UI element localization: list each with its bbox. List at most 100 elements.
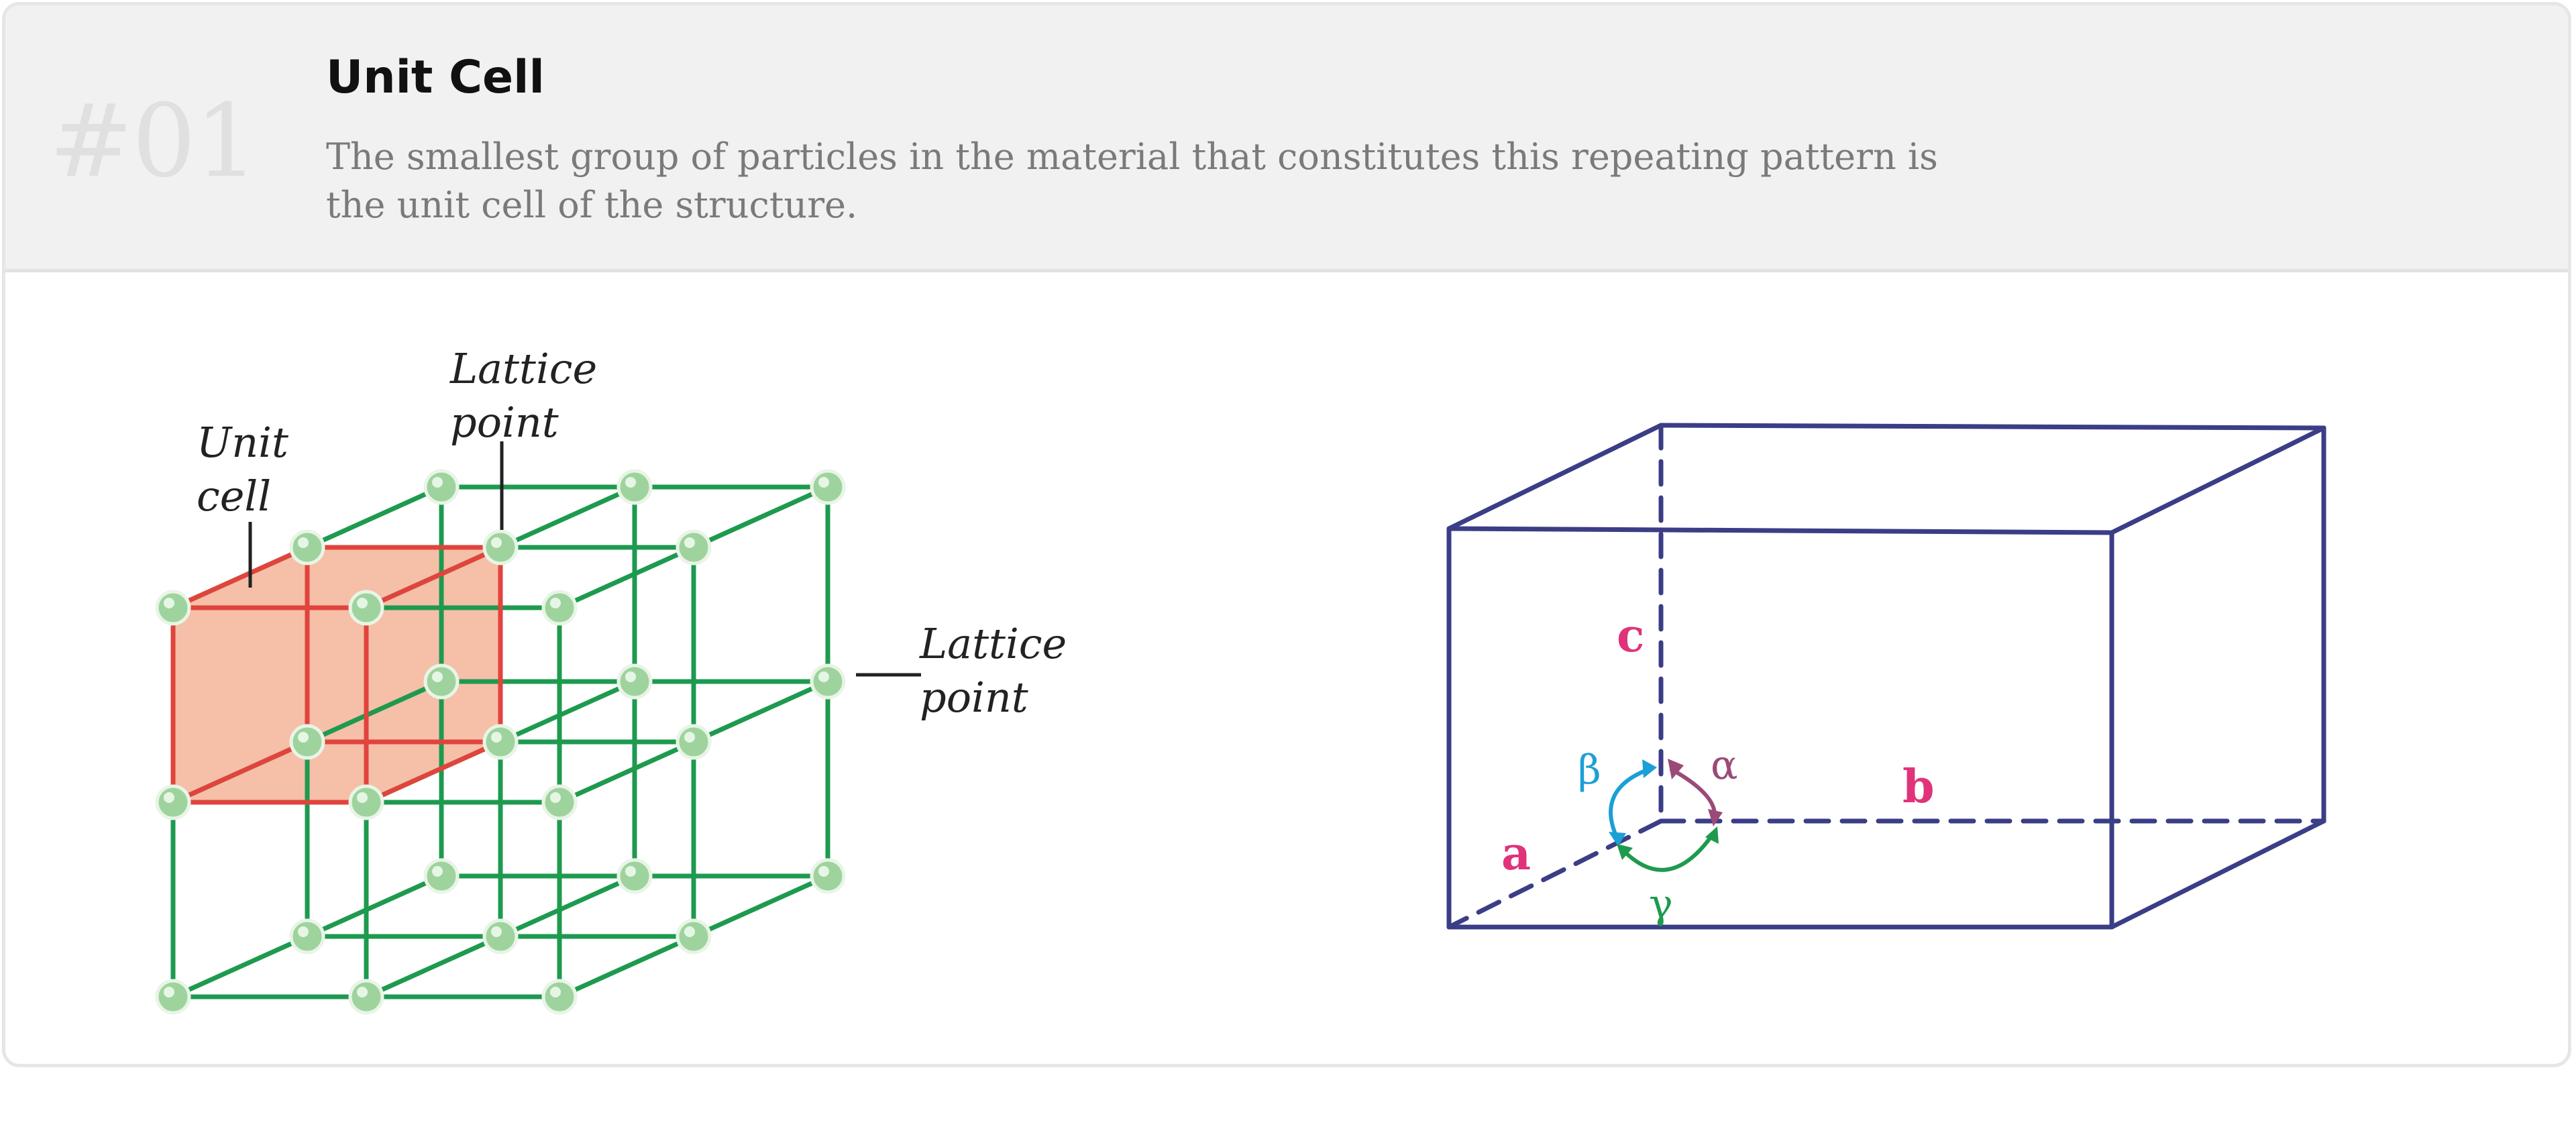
gamma-arrowhead [1705, 826, 1719, 844]
gamma-arrowhead [1617, 844, 1633, 860]
lattice-edge [306, 873, 443, 939]
lattice-point [676, 918, 712, 955]
edge-label-a: a [1501, 827, 1531, 881]
lattice-point [616, 663, 653, 700]
lattice-point [423, 858, 460, 894]
lattice-point-right-label-line2: point [920, 673, 1028, 722]
lattice-point [810, 663, 846, 700]
lattice-edge [499, 679, 636, 745]
lattice-point-highlight [550, 987, 561, 997]
edge-label-b: b [1902, 760, 1935, 814]
lattice-edge [499, 873, 636, 939]
lattice-edge [306, 679, 443, 745]
lattice-point-highlight [491, 926, 502, 937]
lattice-edge [306, 484, 443, 550]
lattice-edge [558, 545, 695, 610]
lattice-point [676, 724, 712, 760]
lattice-point [155, 979, 191, 1015]
lattice-point-highlight [684, 926, 695, 937]
lattice-edge [692, 484, 829, 550]
unit-cell-edge [365, 545, 502, 610]
lattice-point [348, 784, 384, 820]
lattice-point [616, 858, 653, 894]
lattice-point [155, 784, 191, 820]
lattice-point [810, 858, 846, 894]
unit-cell-card: #01 Unit Cell The smallest group of part… [2, 2, 2571, 1067]
unit-cell-label-line2: cell [197, 472, 271, 521]
lattice-point [289, 724, 325, 760]
box-edge [1658, 423, 2326, 431]
lattice-point-highlight [432, 671, 443, 682]
unit-cell-label-line1: Unit [197, 418, 288, 467]
box-edge [2109, 818, 2326, 930]
unit-cell-edge [365, 739, 502, 805]
lattice-point [348, 979, 384, 1015]
box-edge [2109, 425, 2326, 535]
lattice-point-top-label-line2: point [450, 398, 559, 447]
lattice-point-highlight [818, 866, 829, 877]
section-description: The smallest group of particles in the m… [326, 135, 1938, 226]
lattice-point-highlight [357, 598, 368, 608]
lattice-point-highlight [491, 537, 502, 548]
axis-a-dashed [1446, 818, 1664, 930]
box-edge [1446, 423, 1664, 531]
lattice-point-highlight [625, 477, 636, 488]
lattice-point [541, 979, 578, 1015]
lattice-point-highlight [164, 792, 174, 803]
lattice-point [810, 469, 846, 505]
lattice-point-highlight [298, 732, 309, 743]
section-number: #01 [49, 83, 259, 200]
lattice-point [155, 590, 191, 626]
lattice-diagram: Unit cell Lattice point Lattice point [155, 344, 1067, 1015]
lattice-point-highlight [298, 926, 309, 937]
unit-cell-top-face [173, 547, 500, 608]
lattice-point [482, 529, 519, 565]
lattice-point [482, 918, 519, 955]
lattice-point-highlight [684, 537, 695, 548]
lattice-point-highlight [298, 537, 309, 548]
alpha-arrowhead [1708, 809, 1723, 826]
angle-label-gamma: γ [1649, 881, 1673, 928]
lattice-point-highlight [550, 598, 561, 608]
lattice-point-highlight [432, 866, 443, 877]
lattice-point-highlight [818, 671, 829, 682]
lattice-point [348, 590, 384, 626]
lattice-point-right-label-line1: Lattice [919, 619, 1067, 668]
lattice-edge [558, 934, 695, 999]
lattice-point [676, 529, 712, 565]
box-edge [1446, 526, 2114, 535]
lattice-point-highlight [625, 671, 636, 682]
lattice-point-highlight [491, 732, 502, 743]
alpha-arrowhead [1668, 759, 1684, 779]
lattice-point-highlight [625, 866, 636, 877]
lattice-edge [172, 934, 309, 999]
lattice-edge [365, 934, 502, 999]
lattice-point-highlight [684, 732, 695, 743]
beta-arrowhead [1609, 832, 1626, 847]
lattice-point-highlight [818, 477, 829, 488]
lattice-point [482, 724, 519, 760]
lattice-point-highlight [357, 792, 368, 803]
unit-cell-edges [170, 545, 503, 805]
gamma-angle-arc [1621, 833, 1715, 872]
lattice-point [423, 469, 460, 505]
unit-cell-front-face [173, 608, 364, 802]
alpha-angle-arc [1669, 767, 1717, 814]
lattice-point-highlight [164, 987, 174, 997]
lattice-point [289, 918, 325, 955]
diagram-area: Unit cell Lattice point Lattice point [5, 272, 2568, 1064]
lattice-point-highlight [357, 987, 368, 997]
unit-cell-edge [172, 739, 309, 805]
lattice-point [541, 784, 578, 820]
lattice-point [616, 469, 653, 505]
edge-label-c: c [1617, 609, 1644, 663]
lattice-point [423, 663, 460, 700]
lattice-point-top-label-line1: Lattice [449, 344, 597, 393]
lattice-edge [692, 873, 829, 939]
lattice-point-highlight [164, 598, 174, 608]
card-header: #01 Unit Cell The smallest group of part… [5, 5, 2568, 272]
angle-label-alpha: α [1711, 742, 1738, 789]
lattice-points [155, 469, 846, 1015]
lattice-edge [558, 739, 695, 805]
unit-cell-edge [172, 545, 309, 610]
